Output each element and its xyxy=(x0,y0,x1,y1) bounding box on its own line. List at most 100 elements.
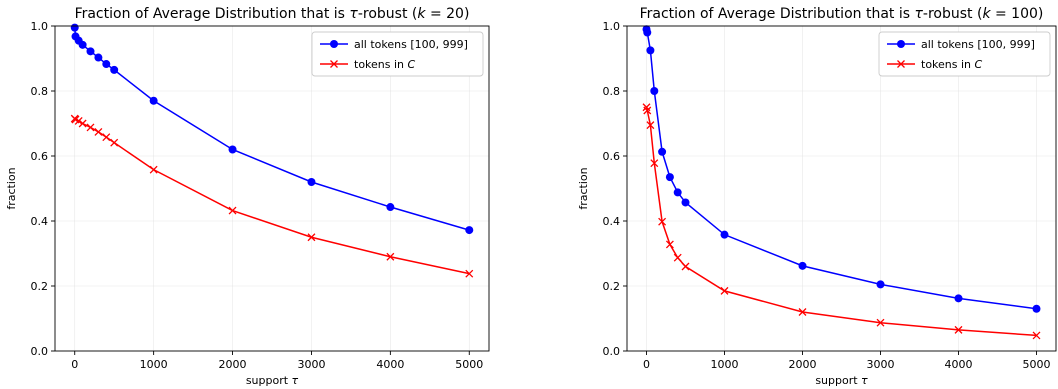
text-part: τ xyxy=(349,6,358,22)
data-point xyxy=(720,230,729,239)
data-point xyxy=(646,121,655,130)
y-tick-label: 0.2 xyxy=(31,280,49,293)
data-point xyxy=(681,262,690,271)
data-point xyxy=(798,261,807,270)
text-part: k xyxy=(417,6,426,22)
text-part: k xyxy=(982,6,991,22)
legend: all tokens [100, 999]tokens in C xyxy=(878,31,1051,77)
data-point xyxy=(643,106,652,115)
data-point xyxy=(720,286,729,295)
data-point xyxy=(665,240,674,249)
data-point xyxy=(386,252,395,261)
text-part: tokens in xyxy=(354,58,408,71)
x-tick-label: 2000 xyxy=(219,358,247,371)
chart-k100: 0 1000 2000 3000 4000 5000 0.0 0.2 0.4 0.6 0.8 1.0 F… xyxy=(577,6,1057,387)
text-part: C xyxy=(975,58,983,71)
data-point xyxy=(102,133,111,142)
x-tick-label: 5000 xyxy=(1023,358,1051,371)
data-point xyxy=(658,147,667,156)
y-tick-label: 0.6 xyxy=(31,150,49,163)
x-tick-label: 3000 xyxy=(297,358,325,371)
data-point xyxy=(665,173,674,182)
data-point xyxy=(102,60,111,69)
data-point xyxy=(658,217,667,226)
text-part: all tokens xyxy=(921,38,977,51)
data-point xyxy=(86,123,95,132)
data-point xyxy=(86,47,95,56)
data-point xyxy=(78,40,87,49)
y-tick-label: 1.0 xyxy=(603,20,621,33)
data-point xyxy=(78,119,87,128)
y-axis-label: fraction xyxy=(5,167,18,209)
legend-label: all tokens [100, 999] xyxy=(354,38,468,51)
y-tick-label: 0.4 xyxy=(31,215,49,228)
series-line-tokens-in-c xyxy=(74,118,470,275)
y-tick-label: 0.0 xyxy=(31,345,49,358)
x-axis-label: support τ xyxy=(246,374,299,387)
data-point xyxy=(307,233,316,242)
plot-area xyxy=(70,23,474,278)
data-point xyxy=(307,178,316,186)
x-tick-label: 3000 xyxy=(867,358,895,371)
x-tick-label: 5000 xyxy=(455,358,483,371)
data-point xyxy=(954,325,963,334)
chart-k20: 0 1000 2000 3000 4000 5000 0.0 0.2 0.4 0.6 0.8 1.0 F… xyxy=(5,6,490,387)
y-tick-label: 0.8 xyxy=(603,85,621,98)
text-part: support xyxy=(815,374,861,387)
x-tick-label: 4000 xyxy=(945,358,973,371)
data-point xyxy=(94,127,103,136)
data-point xyxy=(70,23,79,32)
plot-area xyxy=(642,25,1041,340)
y-tick-label: 1.0 xyxy=(31,20,49,33)
text-part: [100, 999] xyxy=(410,38,468,51)
data-point xyxy=(876,280,885,289)
data-point xyxy=(149,96,158,105)
data-point xyxy=(465,226,474,235)
data-point xyxy=(650,159,659,168)
text-part: support xyxy=(246,374,292,387)
text-part: tokens in xyxy=(921,58,975,71)
text-part: τ xyxy=(292,374,299,387)
y-tick-label: 0.0 xyxy=(603,345,621,358)
legend-marker xyxy=(330,60,338,68)
data-point xyxy=(798,308,807,316)
x-tick-label: 1000 xyxy=(711,358,739,371)
data-point xyxy=(650,87,659,95)
y-tick-label: 0.8 xyxy=(31,85,49,98)
data-point xyxy=(643,28,652,37)
legend-label: tokens in C xyxy=(921,58,983,71)
text-part: Fraction of Average Distribution that is xyxy=(75,6,350,22)
data-point xyxy=(1032,331,1041,340)
x-tick-label: 2000 xyxy=(789,358,817,371)
legend-label: tokens in C xyxy=(354,58,416,71)
axes-frame xyxy=(626,25,1057,352)
data-point xyxy=(386,203,395,212)
data-point xyxy=(110,138,119,147)
data-point xyxy=(681,198,690,207)
text-part: -robust ( xyxy=(358,6,418,22)
chart-title: Fraction of Average Distribution that is… xyxy=(640,6,1044,22)
x-tick-label: 4000 xyxy=(376,358,404,371)
y-tick-label: 0.6 xyxy=(603,150,621,163)
data-point xyxy=(228,206,237,215)
data-point xyxy=(149,165,158,174)
text-part: Fraction of Average Distribution that is xyxy=(640,6,915,22)
text-part: C xyxy=(408,58,416,71)
text-part: τ xyxy=(914,6,923,22)
data-point xyxy=(1032,304,1041,313)
data-point xyxy=(94,53,103,62)
text-part: all tokens xyxy=(354,38,410,51)
chart-title: Fraction of Average Distribution that is… xyxy=(75,6,470,22)
text-part: = 100) xyxy=(991,6,1044,22)
legend: all tokens [100, 999]tokens in C xyxy=(311,31,484,77)
axes-frame xyxy=(54,25,490,352)
legend-marker xyxy=(897,40,905,48)
data-point xyxy=(876,318,885,327)
text-part: -robust ( xyxy=(923,6,983,22)
y-axis-label: fraction xyxy=(577,167,590,209)
y-tick-label: 0.4 xyxy=(603,215,621,228)
data-point xyxy=(646,46,655,55)
y-tick-label: 0.2 xyxy=(603,280,621,293)
x-tick-label: 1000 xyxy=(140,358,168,371)
